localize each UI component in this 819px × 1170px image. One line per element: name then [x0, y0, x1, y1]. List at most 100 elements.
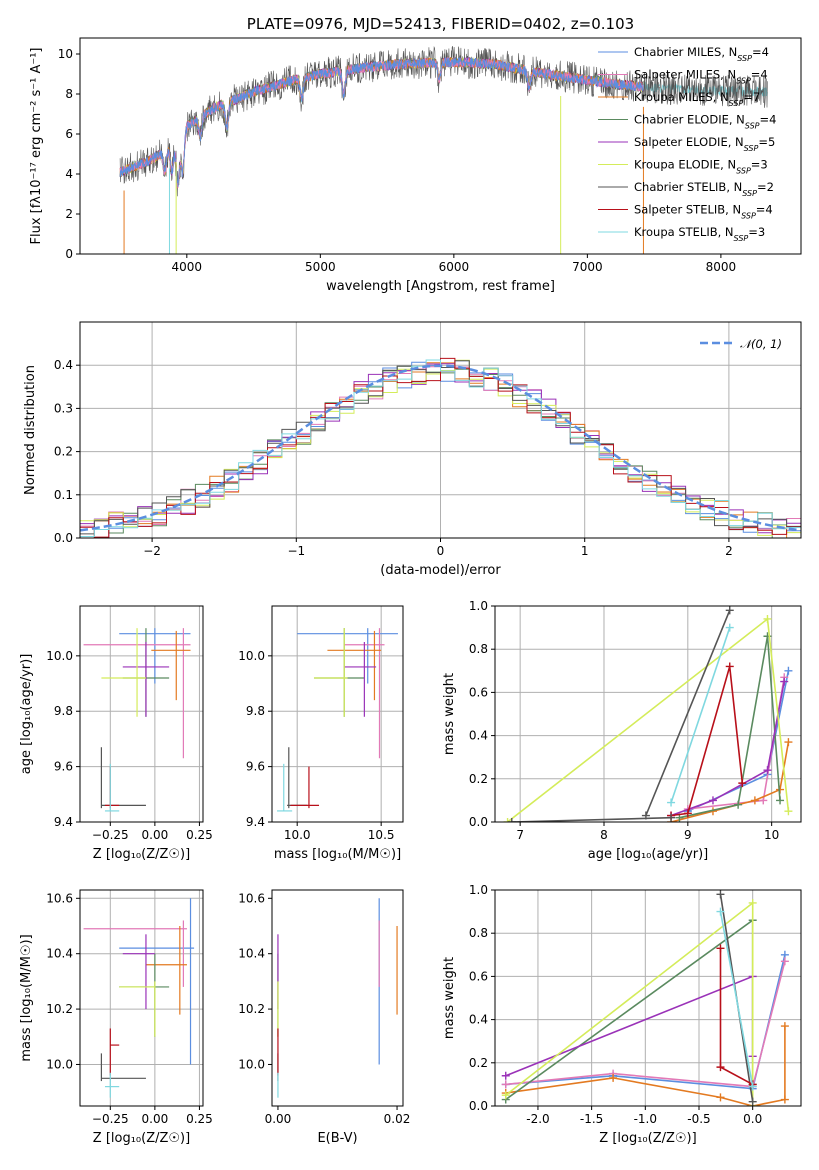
y-tick-label: 9.4 [54, 815, 73, 829]
y-tick-label: 9.8 [246, 704, 265, 718]
x-tick-label: -1.0 [634, 1112, 657, 1126]
axes-frame [271, 605, 404, 823]
axes-frame [79, 889, 204, 1107]
y-tick-label: 9.4 [246, 815, 265, 829]
y-tick-label: 0.4 [54, 358, 73, 372]
series-line [505, 918, 754, 1101]
y-tick-label: 4 [65, 167, 73, 181]
x-tick-label: 8000 [706, 260, 737, 274]
legend-label: Chabrier MILES, NSSP=4 [634, 45, 769, 63]
series-marker [501, 1071, 510, 1080]
series-marker [501, 1080, 510, 1089]
x-tick-label: 10.5 [368, 828, 395, 842]
series-marker [725, 606, 734, 615]
x-tick-label: −0.25 [92, 1112, 129, 1126]
y-axis-label: mass [log₁₀(M/M☉)] [19, 934, 34, 1061]
y-tick-label: 9.6 [246, 760, 265, 774]
series-marker [683, 809, 692, 818]
legend-label: Salpeter ELODIE, NSSP=5 [634, 135, 775, 153]
y-tick-label: 0.6 [469, 685, 488, 699]
x-tick-label: 0.0 [743, 1112, 762, 1126]
series-marker [716, 944, 725, 953]
y-tick-label: 0.4 [469, 1013, 488, 1027]
y-tick-label: 0 [65, 247, 73, 261]
legend: Chabrier MILES, NSSP=4 Salpeter MILES, NS… [598, 45, 776, 243]
series-line [679, 636, 781, 819]
axes-frame [79, 37, 802, 255]
axes-frame [494, 605, 802, 823]
series-marker [759, 796, 768, 805]
legend-label: Salpeter STELIB, NSSP=4 [634, 203, 773, 221]
plot-area-massweight_vs_age [503, 606, 793, 822]
axes-frame [79, 605, 204, 823]
series-line [671, 666, 744, 817]
y-tick-label: 9.8 [54, 704, 73, 718]
plot-area-age_vs_Z [83, 628, 191, 812]
series-marker [763, 766, 772, 775]
series-marker [667, 813, 676, 822]
series-marker [748, 1082, 757, 1091]
legend-label: 𝒩(0, 1) [740, 337, 782, 351]
y-axis-label: mass weight [442, 957, 457, 1039]
plot-area-mass_vs_ebv [277, 898, 398, 1098]
axes-frame [79, 321, 802, 539]
y-axis-label: age [log₁₀(age/yr)] [19, 654, 34, 775]
series-marker [734, 800, 743, 809]
x-tick-label: −1 [287, 544, 305, 558]
series-marker [503, 818, 512, 822]
y-tick-label: 0.1 [54, 488, 73, 502]
x-tick-label: 5000 [305, 260, 336, 274]
series-line [505, 975, 754, 1077]
x-tick-label: 10.0 [284, 828, 311, 842]
plot-area-spectrum [119, 46, 768, 254]
x-tick-label: 0.25 [186, 828, 213, 842]
spectrum-line [119, 57, 644, 188]
y-tick-label: 10.0 [238, 1057, 265, 1071]
x-tick-label: 2 [725, 544, 733, 558]
y-tick-label: 6 [65, 127, 73, 141]
y-tick-label: 0.3 [54, 401, 73, 415]
series-marker [507, 818, 516, 822]
y-tick-label: 10.4 [238, 947, 265, 961]
normal-curve [80, 364, 801, 532]
y-tick-label: 0.2 [469, 772, 488, 786]
series-marker [725, 623, 734, 632]
y-tick-label: 0.6 [469, 969, 488, 983]
series-marker [748, 898, 757, 907]
series-line [645, 609, 731, 816]
series-marker [609, 1073, 618, 1082]
series-marker [667, 798, 676, 807]
series-marker [748, 1097, 757, 1106]
x-axis-label: wavelength [Angstrom, rest frame] [326, 279, 555, 294]
y-tick-label: 0.8 [469, 642, 488, 656]
plot-area-massweight_vs_Z [501, 890, 789, 1106]
series-marker [780, 1095, 789, 1104]
x-tick-label: -0.5 [687, 1112, 710, 1126]
y-tick-label: 0.4 [469, 729, 488, 743]
y-axis-label: Normed distribution [23, 365, 38, 495]
spectrum-line [119, 56, 644, 188]
x-axis-label: Z [log₁₀(Z/Z☉)] [93, 1131, 190, 1146]
legend-label: Chabrier ELODIE, NSSP=4 [634, 113, 776, 131]
spectrum-line [119, 46, 768, 197]
x-tick-label: 0.00 [142, 828, 169, 842]
y-tick-label: 10.0 [238, 649, 265, 663]
y-tick-label: 10.0 [46, 649, 73, 663]
y-tick-label: 0.0 [469, 1099, 488, 1113]
series-marker [780, 957, 789, 966]
series-marker [784, 738, 793, 747]
y-tick-label: 8 [65, 87, 73, 101]
x-axis-label: Z [log₁₀(Z/Z☉)] [93, 847, 190, 862]
y-tick-label: 10.4 [46, 947, 73, 961]
x-tick-label: 7 [516, 828, 524, 842]
series-marker [750, 796, 759, 805]
x-axis-label: E(B-V) [317, 1131, 357, 1146]
x-axis-label: age [log₁₀(age/yr)] [588, 847, 709, 862]
x-axis-label: mass [log₁₀(M/M☉)] [274, 847, 401, 862]
x-tick-label: 0.00 [142, 1112, 169, 1126]
series-marker [763, 614, 772, 623]
x-tick-label: 0 [437, 544, 445, 558]
y-tick-label: 10.6 [238, 891, 265, 905]
x-tick-label: −2 [143, 544, 161, 558]
y-tick-label: 10.2 [46, 1002, 73, 1016]
